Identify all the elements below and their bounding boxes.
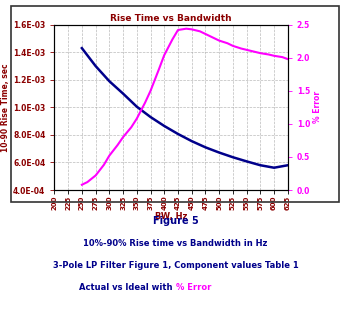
X-axis label: BW, Hz: BW, Hz (155, 212, 187, 221)
Text: Figure 5: Figure 5 (153, 216, 198, 226)
Text: Actual vs Ideal with: Actual vs Ideal with (79, 283, 176, 292)
Text: 10%-90% Rise time vs Bandwidth in Hz: 10%-90% Rise time vs Bandwidth in Hz (83, 239, 268, 248)
Y-axis label: % Error: % Error (313, 91, 322, 123)
Title: Rise Time vs Bandwidth: Rise Time vs Bandwidth (110, 14, 232, 23)
Text: % Error: % Error (176, 283, 211, 292)
Text: 3-Pole LP Filter Figure 1, Component values Table 1: 3-Pole LP Filter Figure 1, Component val… (53, 261, 298, 270)
Y-axis label: 10-90 Rise Time, sec: 10-90 Rise Time, sec (1, 63, 10, 152)
